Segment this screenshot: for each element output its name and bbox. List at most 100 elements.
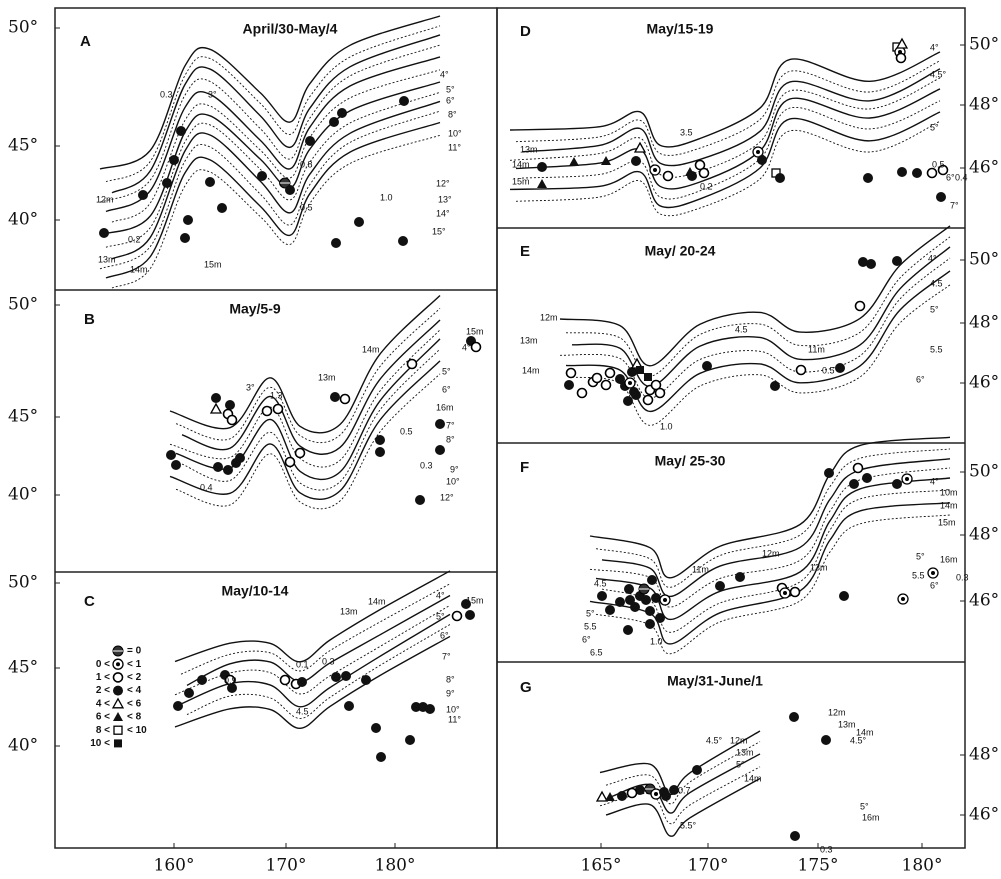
contour-label: 4.5	[594, 578, 607, 588]
contour-label: 5°	[736, 759, 745, 769]
contour	[595, 514, 951, 655]
contour-label: 3.5	[680, 127, 693, 137]
contour	[180, 613, 451, 708]
contour	[169, 294, 441, 434]
y-tick-label: 50°	[8, 18, 38, 38]
symbol	[895, 52, 907, 64]
contour-label: 11°	[448, 714, 461, 724]
legend: = 0 0 < < 1 1 < < 2 2 < < 4 4 < < 6 6 < < 8 8 < < 10…	[90, 645, 147, 749]
contour	[595, 448, 951, 588]
symbol	[354, 217, 364, 227]
contour-label: 12m	[762, 548, 780, 558]
symbol	[217, 203, 227, 213]
contour-label: 13m	[520, 144, 538, 154]
contour-label: 6°	[582, 634, 591, 644]
symbol	[756, 150, 760, 154]
symbol	[628, 381, 632, 385]
contour-label: 4.5°	[706, 735, 723, 745]
contour-label: 11°	[448, 142, 461, 152]
symbol	[227, 683, 237, 693]
contour	[111, 69, 441, 223]
symbol	[279, 674, 291, 686]
symbol	[597, 591, 607, 601]
legend-text: < 6	[127, 698, 142, 709]
symbol	[294, 447, 306, 459]
legend-text: 8 <	[96, 725, 110, 736]
contour	[515, 88, 941, 190]
symbol	[591, 372, 603, 384]
contour-label: 13m	[520, 335, 538, 345]
panel-letter: A	[80, 33, 91, 50]
symbol	[329, 117, 339, 127]
symbol	[663, 598, 667, 602]
symbol	[406, 358, 418, 370]
contour-label: 0.2	[128, 234, 141, 244]
contour	[105, 121, 441, 279]
contour	[99, 110, 441, 270]
symbol	[197, 675, 207, 685]
symbol	[669, 785, 679, 795]
contour	[181, 348, 441, 491]
symbol	[641, 595, 651, 605]
y-tick-label: 40°	[8, 736, 38, 756]
contour	[111, 34, 441, 194]
panel-letter: B	[84, 311, 95, 328]
y-tick-label: 45°	[8, 136, 38, 156]
contour-label: 1.3	[270, 390, 283, 400]
symbol	[213, 462, 223, 472]
panel-title: May/31-June/1	[667, 673, 763, 689]
symbol	[235, 453, 245, 463]
symbol	[624, 584, 634, 594]
contour-label: 15m	[466, 595, 484, 605]
contour-label: 15m	[512, 176, 530, 186]
symbol	[623, 396, 633, 406]
symbol	[651, 593, 661, 603]
contour-label: 13m	[318, 372, 336, 382]
contour	[599, 766, 761, 825]
symbol	[112, 672, 124, 683]
symbol	[261, 405, 273, 417]
y-tick-label: 46°	[969, 591, 999, 611]
contour	[111, 100, 441, 260]
contour-label: 5.5	[930, 344, 943, 354]
x-tick-label: 180°	[375, 856, 416, 876]
legend-text: < 4	[127, 685, 142, 696]
symbol	[435, 445, 445, 455]
contour-label: 14m	[940, 500, 958, 510]
panel: D May/15-19 4° 4.5° 5° 13m 14m 15m 0.4 0.56° 7° 3.5…	[509, 21, 968, 217]
panel-letter: G	[520, 679, 532, 696]
symbol	[912, 168, 922, 178]
contour	[105, 91, 441, 248]
contour-label: 4°	[436, 590, 445, 600]
contour-label: 14m	[856, 727, 874, 737]
contour-label: 0.3	[820, 844, 833, 854]
contour	[589, 436, 951, 579]
contour	[605, 741, 761, 805]
symbol	[892, 479, 902, 489]
contour-label: 16m	[436, 402, 454, 412]
left-frame	[54, 7, 498, 849]
symbol	[635, 785, 645, 795]
symbol	[415, 495, 425, 505]
panel-title: May/5-9	[229, 301, 281, 317]
symbol	[305, 136, 315, 146]
symbol	[702, 361, 712, 371]
contour-label: 0.3	[956, 572, 969, 582]
x-tick-label: 180°	[902, 856, 943, 876]
legend-text: 0 <	[96, 659, 110, 670]
symbol	[687, 171, 697, 181]
symbol	[341, 671, 351, 681]
symbol	[166, 450, 176, 460]
symbol	[113, 712, 123, 721]
x-tick-label: 165°	[581, 856, 622, 876]
x-tick-label: 170°	[266, 856, 307, 876]
symbol	[569, 157, 579, 166]
symbol	[789, 712, 799, 722]
panel-title: May/15-19	[647, 21, 714, 37]
panel-title: May/ 25-30	[655, 453, 726, 469]
contour-label: 14m	[522, 365, 540, 375]
symbol	[757, 155, 767, 165]
y-tick-label: 48°	[969, 95, 999, 115]
contour-label: 4°	[440, 69, 449, 79]
